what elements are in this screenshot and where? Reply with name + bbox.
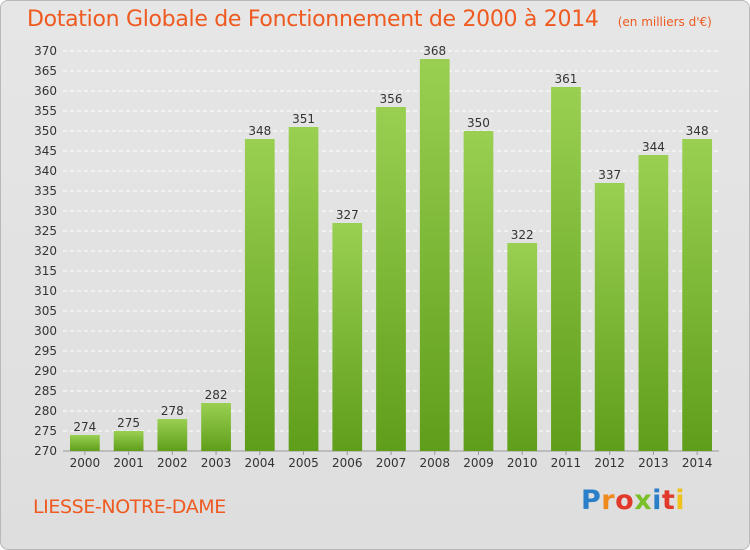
chart-unit: (en milliers d'€)	[617, 15, 712, 29]
logo-letter: r	[601, 485, 616, 516]
data-label-2008: 368	[423, 44, 446, 58]
x-tick-label-2007: 2007	[376, 456, 407, 470]
x-tick-label-2014: 2014	[682, 456, 713, 470]
y-tick-label: 340	[34, 164, 57, 178]
y-tick-label: 355	[34, 104, 57, 118]
logo-letter: i	[652, 485, 662, 516]
y-tick-label: 345	[34, 144, 57, 158]
bar-2014	[682, 139, 713, 451]
logo-letter: x	[634, 485, 653, 516]
bar-2012	[594, 183, 625, 451]
x-tick-label-2012: 2012	[594, 456, 625, 470]
x-tick-label-2001: 2001	[113, 456, 144, 470]
logo-letter: o	[615, 485, 635, 516]
logo-letter: t	[661, 485, 676, 516]
data-label-2012: 337	[598, 168, 621, 182]
chart-title: Dotation Globale de Fonctionnement de 20…	[27, 7, 599, 32]
title-row: Dotation Globale de Fonctionnement de 20…	[27, 7, 712, 32]
logo-letter: P	[581, 485, 602, 516]
x-tick-label-2003: 2003	[201, 456, 232, 470]
y-tick-label: 305	[34, 304, 57, 318]
data-label-2002: 278	[161, 404, 184, 418]
data-label-2006: 327	[336, 208, 359, 222]
y-tick-label: 360	[34, 84, 57, 98]
bar-2005	[288, 127, 319, 451]
y-tick-label: 365	[34, 64, 57, 78]
data-label-2014: 348	[686, 124, 709, 138]
x-tick-label-2008: 2008	[419, 456, 450, 470]
data-label-2010: 322	[511, 228, 534, 242]
data-label-2007: 356	[380, 92, 403, 106]
bar-2003	[201, 403, 231, 451]
x-tick-label-2009: 2009	[463, 456, 494, 470]
data-label-2004: 348	[248, 124, 271, 138]
bar-2008	[419, 59, 450, 451]
y-tick-label: 335	[34, 184, 57, 198]
y-tick-label: 330	[34, 204, 57, 218]
y-tick-label: 285	[34, 384, 57, 398]
data-label-2001: 275	[117, 416, 140, 430]
y-tick-label: 310	[34, 284, 57, 298]
data-label-2000: 274	[73, 420, 96, 434]
x-tick-label-2000: 2000	[70, 456, 101, 470]
x-tick-label-2010: 2010	[507, 456, 538, 470]
y-tick-label: 295	[34, 344, 57, 358]
x-tick-label-2011: 2011	[551, 456, 582, 470]
commune-name: LIESSE-NOTRE-DAME	[33, 496, 226, 518]
y-tick-label: 275	[34, 424, 57, 438]
x-tick-label-2013: 2013	[638, 456, 669, 470]
y-tick-label: 270	[34, 444, 57, 458]
bar-2006	[332, 223, 363, 451]
y-tick-label: 315	[34, 264, 57, 278]
data-label-2003: 282	[205, 388, 228, 402]
y-tick-label: 320	[34, 244, 57, 258]
bar-2004	[244, 139, 275, 451]
bar-2007	[376, 107, 406, 451]
y-tick-label: 350	[34, 124, 57, 138]
x-tick-label-2006: 2006	[332, 456, 363, 470]
data-label-2009: 350	[467, 116, 490, 130]
y-tick-label: 280	[34, 404, 57, 418]
bar-2011	[551, 87, 581, 451]
y-tick-label: 370	[34, 44, 57, 58]
bar-2013	[638, 155, 669, 451]
bar-2009	[463, 131, 494, 451]
x-tick-label-2004: 2004	[245, 456, 276, 470]
y-tick-label: 325	[34, 224, 57, 238]
data-label-2005: 351	[292, 112, 315, 126]
y-tick-label: 300	[34, 324, 57, 338]
y-tick-label: 290	[34, 364, 57, 378]
bar-2000	[69, 435, 100, 451]
bar-2001	[113, 431, 144, 451]
proxiti-logo: Proxiti	[581, 485, 685, 516]
data-label-2011: 361	[554, 72, 577, 86]
x-tick-label-2005: 2005	[288, 456, 319, 470]
data-label-2013: 344	[642, 140, 665, 154]
bar-2002	[157, 419, 188, 451]
x-tick-label-2002: 2002	[157, 456, 188, 470]
bar-2010	[507, 243, 538, 451]
logo-letter: i	[675, 485, 686, 516]
